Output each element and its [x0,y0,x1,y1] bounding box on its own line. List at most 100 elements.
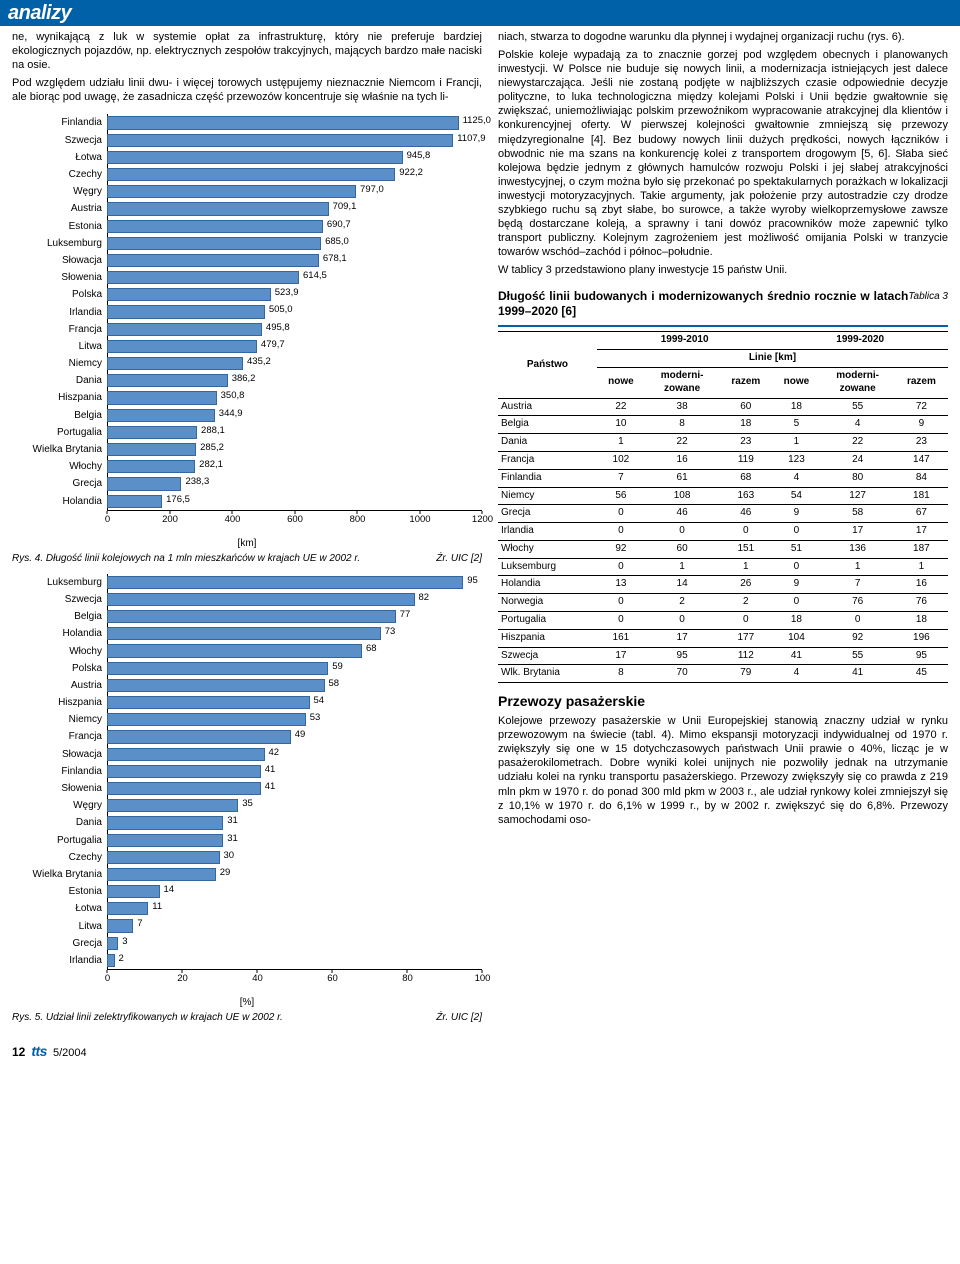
bar-category-label: Słowacja [12,749,107,760]
bar-fill [107,748,265,761]
bar-row: Irlandia2 [12,952,482,969]
bar-category-label: Włochy [12,646,107,657]
bar-value-label: 690,7 [327,219,351,230]
axis-tick-label: 1000 [409,514,430,525]
bar-value-label: 59 [332,661,343,672]
table-cell: 0 [645,612,719,630]
bar-row: Francja495,8 [12,321,482,338]
bar-fill [107,409,215,422]
table-cell: 0 [597,558,645,576]
bar-value-label: 523,9 [275,287,299,298]
bar-category-label: Grecja [12,938,107,949]
table-row: Norwegia02207676 [498,594,948,612]
bar-category-label: Słowenia [12,783,107,794]
bar-value-label: 945,8 [407,150,431,161]
th-lines: Linie [km] [597,350,948,368]
bar-value-label: 350,8 [221,390,245,401]
bar-value-label: 35 [242,798,253,809]
table-cell: 9 [772,576,820,594]
bar-category-label: Niemcy [12,358,107,369]
table-cell: 26 [719,576,772,594]
table-cell: 7 [597,469,645,487]
bar-category-label: Dania [12,817,107,828]
table-cell: 13 [597,576,645,594]
table-cell: Dania [498,434,597,452]
table-cell: 161 [597,629,645,647]
bar-row: Hiszpania54 [12,694,482,711]
bar-category-label: Belgia [12,410,107,421]
bar-value-label: 922,2 [399,167,423,178]
axis-tick-label: 100 [475,973,491,984]
table-cell: 181 [895,487,948,505]
bar-category-label: Holandia [12,628,107,639]
table-cell: 76 [895,594,948,612]
table-cell: Holandia [498,576,597,594]
table-cell: 0 [597,594,645,612]
table-cell: 136 [820,540,894,558]
table-row: Niemcy5610816354127181 [498,487,948,505]
table-cell: 45 [895,665,948,683]
bar-fill [107,919,133,932]
bar-category-label: Luksemburg [12,238,107,249]
bar-row: Szwecja82 [12,591,482,608]
bar-fill [107,271,299,284]
table-cell: 0 [597,505,645,523]
bar-category-label: Szwecja [12,594,107,605]
bar-value-label: 285,2 [200,442,224,453]
bar-row: Luksemburg95 [12,574,482,591]
bar-value-label: 282,1 [199,459,223,470]
table-cell: 24 [820,451,894,469]
table-cell: 10 [597,416,645,434]
table-cell: 60 [719,398,772,416]
th-sub: nowe [772,367,820,398]
table-cell: 1 [645,558,719,576]
bar-category-label: Czechy [12,852,107,863]
axis-tick-label: 200 [162,514,178,525]
bar-value-label: 95 [467,575,478,586]
bar-value-label: 53 [310,712,321,723]
table-row: Austria223860185572 [498,398,948,416]
bar-value-label: 3 [122,936,127,947]
table-cell: 163 [719,487,772,505]
bar-value-label: 42 [269,747,280,758]
table-cell: 17 [645,629,719,647]
bar-value-label: 1125,0 [463,115,491,126]
bar-category-label: Finlandia [12,117,107,128]
chart2-source: Źr. UIC [2] [436,1012,482,1023]
table-cell: 23 [895,434,948,452]
bar-row: Wielka Brytania29 [12,866,482,883]
bar-row: Irlandia505,0 [12,303,482,320]
table-row: Włochy926015151136187 [498,540,948,558]
table-cell: 76 [820,594,894,612]
table-cell: Finlandia [498,469,597,487]
table-cell: 104 [772,629,820,647]
bar-value-label: 54 [314,695,325,706]
table-cell: Niemcy [498,487,597,505]
bar-fill [107,495,162,508]
bar-value-label: 176,5 [166,494,190,505]
table-cell: 17 [597,647,645,665]
bar-value-label: 1107,9 [457,133,485,144]
bar-row: Łotwa945,8 [12,149,482,166]
bar-fill [107,576,463,589]
bar-row: Włochy282,1 [12,458,482,475]
magazine-name: tts [31,1043,47,1059]
bar-fill [107,185,356,198]
table-cell: Hiszpania [498,629,597,647]
bar-fill [107,593,415,606]
bar-row: Słowenia41 [12,780,482,797]
bar-fill [107,357,243,370]
chart-2: Luksemburg95Szwecja82Belgia77Holandia73W… [12,574,482,1008]
bar-category-label: Francja [12,324,107,335]
bar-row: Belgia77 [12,608,482,625]
table-cell: 18 [772,612,820,630]
table-cell: 177 [719,629,772,647]
table-cell: 67 [895,505,948,523]
table-cell: 9 [895,416,948,434]
bar-value-label: 31 [227,815,238,826]
bar-fill [107,443,196,456]
table-cell: 0 [772,558,820,576]
th-period1: 1999-2010 [597,332,773,350]
bar-fill [107,885,160,898]
bar-row: Słowenia614,5 [12,269,482,286]
